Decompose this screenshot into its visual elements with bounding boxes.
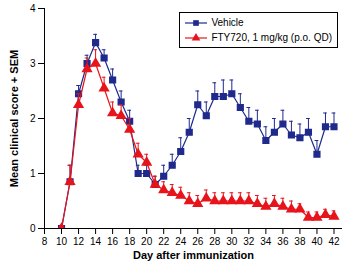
svg-text:14: 14 bbox=[90, 236, 102, 247]
svg-text:3: 3 bbox=[30, 58, 36, 69]
svg-text:0: 0 bbox=[30, 223, 36, 234]
svg-text:2: 2 bbox=[30, 113, 36, 124]
svg-text:10: 10 bbox=[56, 236, 68, 247]
svg-text:20: 20 bbox=[141, 236, 153, 247]
svg-text:22: 22 bbox=[158, 236, 170, 247]
html-text:Vehicle: Vehicle bbox=[211, 17, 244, 28]
svg-text:28: 28 bbox=[209, 236, 221, 247]
svg-text:30: 30 bbox=[226, 236, 238, 247]
svg-text:4: 4 bbox=[30, 3, 36, 14]
svg-text:16: 16 bbox=[107, 236, 119, 247]
svg-text:36: 36 bbox=[277, 236, 289, 247]
svg-text:8: 8 bbox=[42, 236, 48, 247]
svg-text:42: 42 bbox=[328, 236, 340, 247]
svg-text:34: 34 bbox=[260, 236, 272, 247]
svg-text:Day after immunization: Day after immunization bbox=[133, 249, 254, 261]
svg-text:1: 1 bbox=[30, 168, 36, 179]
svg-text:32: 32 bbox=[243, 236, 255, 247]
svg-text:24: 24 bbox=[175, 236, 187, 247]
svg-text:26: 26 bbox=[192, 236, 204, 247]
html-text:FTY720, 1 mg/kg (p.o. QD): FTY720, 1 mg/kg (p.o. QD) bbox=[211, 32, 332, 43]
svg-text:Mean clinical score + SEM: Mean clinical score + SEM bbox=[8, 50, 20, 187]
svg-text:18: 18 bbox=[124, 236, 136, 247]
svg-text:38: 38 bbox=[294, 236, 306, 247]
svg-text:12: 12 bbox=[73, 236, 85, 247]
svg-text:40: 40 bbox=[311, 236, 323, 247]
